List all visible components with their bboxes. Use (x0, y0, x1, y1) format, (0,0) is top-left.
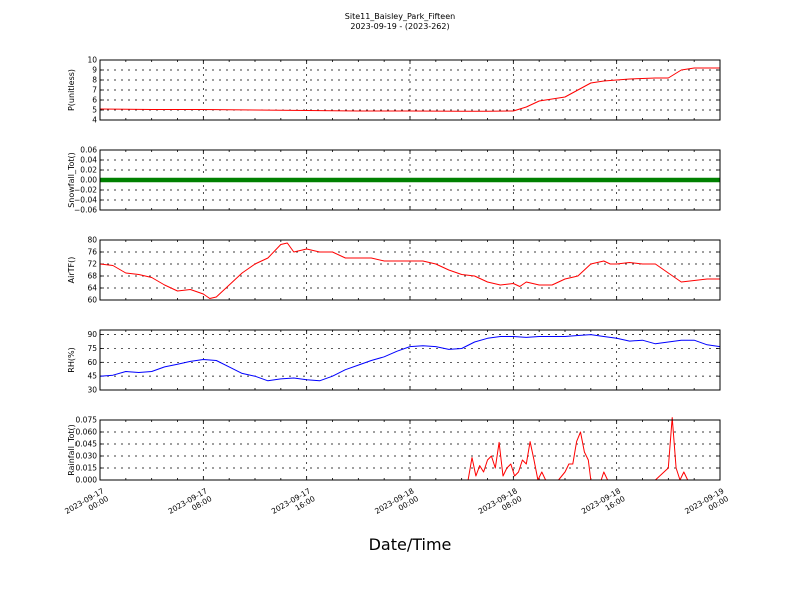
y-tick-label: −0.06 (74, 206, 97, 215)
y-tick-label: 60 (87, 296, 97, 305)
y-tick-label: 10 (87, 56, 97, 65)
y-tick-label: 64 (87, 284, 97, 293)
series-line (99, 242, 720, 299)
y-axis-label: P(unitless) (67, 69, 76, 111)
y-axis-label: Rainfall_Tot() (67, 424, 76, 476)
chart-subtitle: 2023-09-19 - (2023-262) (350, 22, 449, 31)
y-tick-label: 0.075 (76, 416, 98, 425)
y-axis-label: RH(%) (67, 347, 76, 372)
y-tick-label: 0.060 (76, 428, 98, 437)
y-tick-label: 72 (87, 260, 97, 269)
y-tick-label: 60 (87, 358, 97, 367)
y-tick-label: 76 (87, 248, 97, 257)
y-tick-label: 90 (87, 330, 97, 339)
y-tick-label: 0.06 (80, 146, 97, 155)
panel-3: 30 45 60 75 90 RH(%) (67, 329, 721, 395)
y-tick-label: 4 (92, 116, 97, 125)
y-tick-label: −0.04 (74, 196, 97, 205)
chart-title: Site11_Baisley_Park_Fifteen (345, 12, 455, 21)
y-tick-label: 45 (87, 372, 97, 381)
y-axis-label: AirTF() (67, 257, 76, 284)
y-tick-label: 30 (87, 386, 97, 395)
series-line (99, 67, 720, 112)
axes-frame (99, 149, 721, 211)
panels: 45678910P(unitless)−0.06−0.04−0.020.000.… (67, 56, 721, 485)
y-tick-label: 9 (92, 66, 97, 75)
axes-frame (99, 329, 721, 391)
y-tick-label: 68 (87, 272, 97, 281)
panel-1: −0.06−0.04−0.020.000.020.040.06 Snowfall_… (67, 146, 721, 215)
y-axis-label: Snowfall_Tot() (67, 152, 76, 208)
y-tick-label: 8 (92, 76, 97, 85)
y-tick-label: 75 (87, 344, 97, 353)
y-tick-label: 0.04 (80, 156, 97, 165)
y-tick-label: 5 (92, 106, 97, 115)
y-tick-label: 0.000 (76, 476, 98, 485)
y-tick-label: 7 (92, 86, 97, 95)
axes-frame (99, 59, 721, 121)
y-tick-label: 0.02 (80, 166, 97, 175)
y-tick-label: 0.00 (80, 176, 97, 185)
panel-4: 0.000 0.015 0.030 0.045 0.060 0.075Rainfall_T… (67, 416, 721, 485)
y-tick-label: 0.045 (76, 440, 98, 449)
y-tick-label: 0.030 (76, 452, 98, 461)
axes-frame (99, 239, 721, 301)
y-tick-label: 6 (92, 96, 97, 105)
series-line (99, 334, 721, 382)
y-tick-label: −0.02 (74, 186, 97, 195)
y-tick-label: 0.015 (76, 464, 98, 473)
y-tick-label: 80 (87, 236, 97, 245)
x-axis-label: Date/Time (369, 535, 452, 554)
panel-2: 60 64 68 72 76 80 AirTF() (67, 236, 721, 305)
axes-frame (99, 419, 721, 481)
